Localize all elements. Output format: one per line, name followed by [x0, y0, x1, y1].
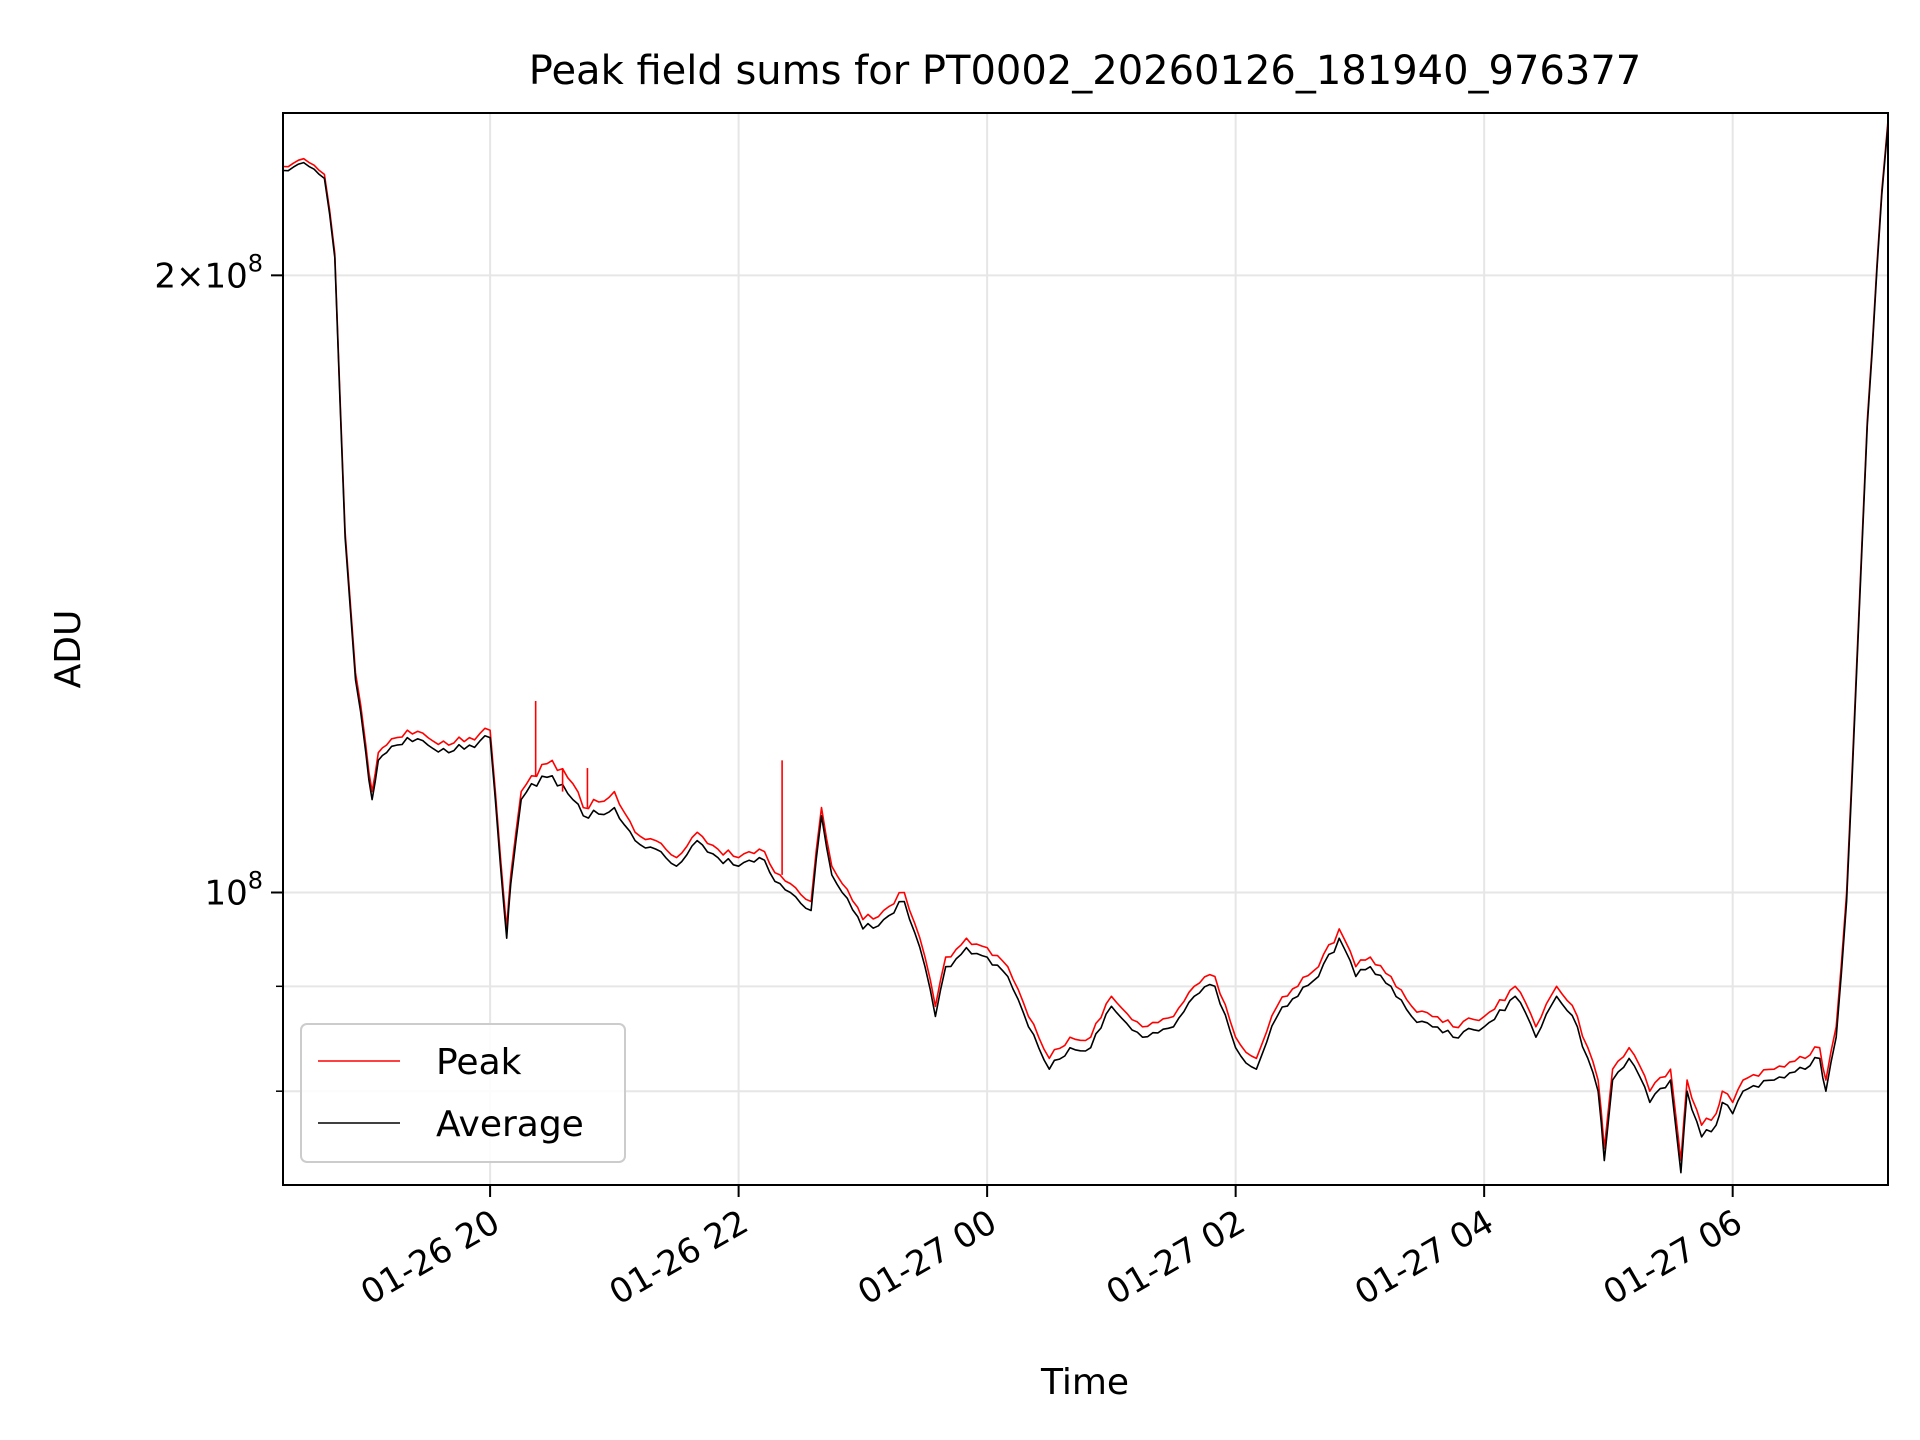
legend-average-label: Average	[436, 1104, 584, 1145]
legend-peak-label: Peak	[436, 1042, 522, 1083]
y-tick-label: 108	[204, 867, 263, 914]
y-tick-label: 2×108	[154, 249, 263, 296]
peak-series-line	[283, 120, 1888, 1162]
chart-title: Peak field sums for PT0002_20260126_1819…	[529, 48, 1641, 94]
plot-frame	[282, 112, 1889, 1186]
legend-box	[300, 1023, 626, 1163]
x-axis-label: Time	[1040, 1362, 1129, 1403]
series	[283, 120, 1888, 1174]
y-axis: 108 2×108	[154, 249, 283, 1092]
y-axis-label: ADU	[48, 610, 89, 689]
legend: Peak Average	[300, 1023, 626, 1163]
average-series-line	[283, 124, 1888, 1174]
